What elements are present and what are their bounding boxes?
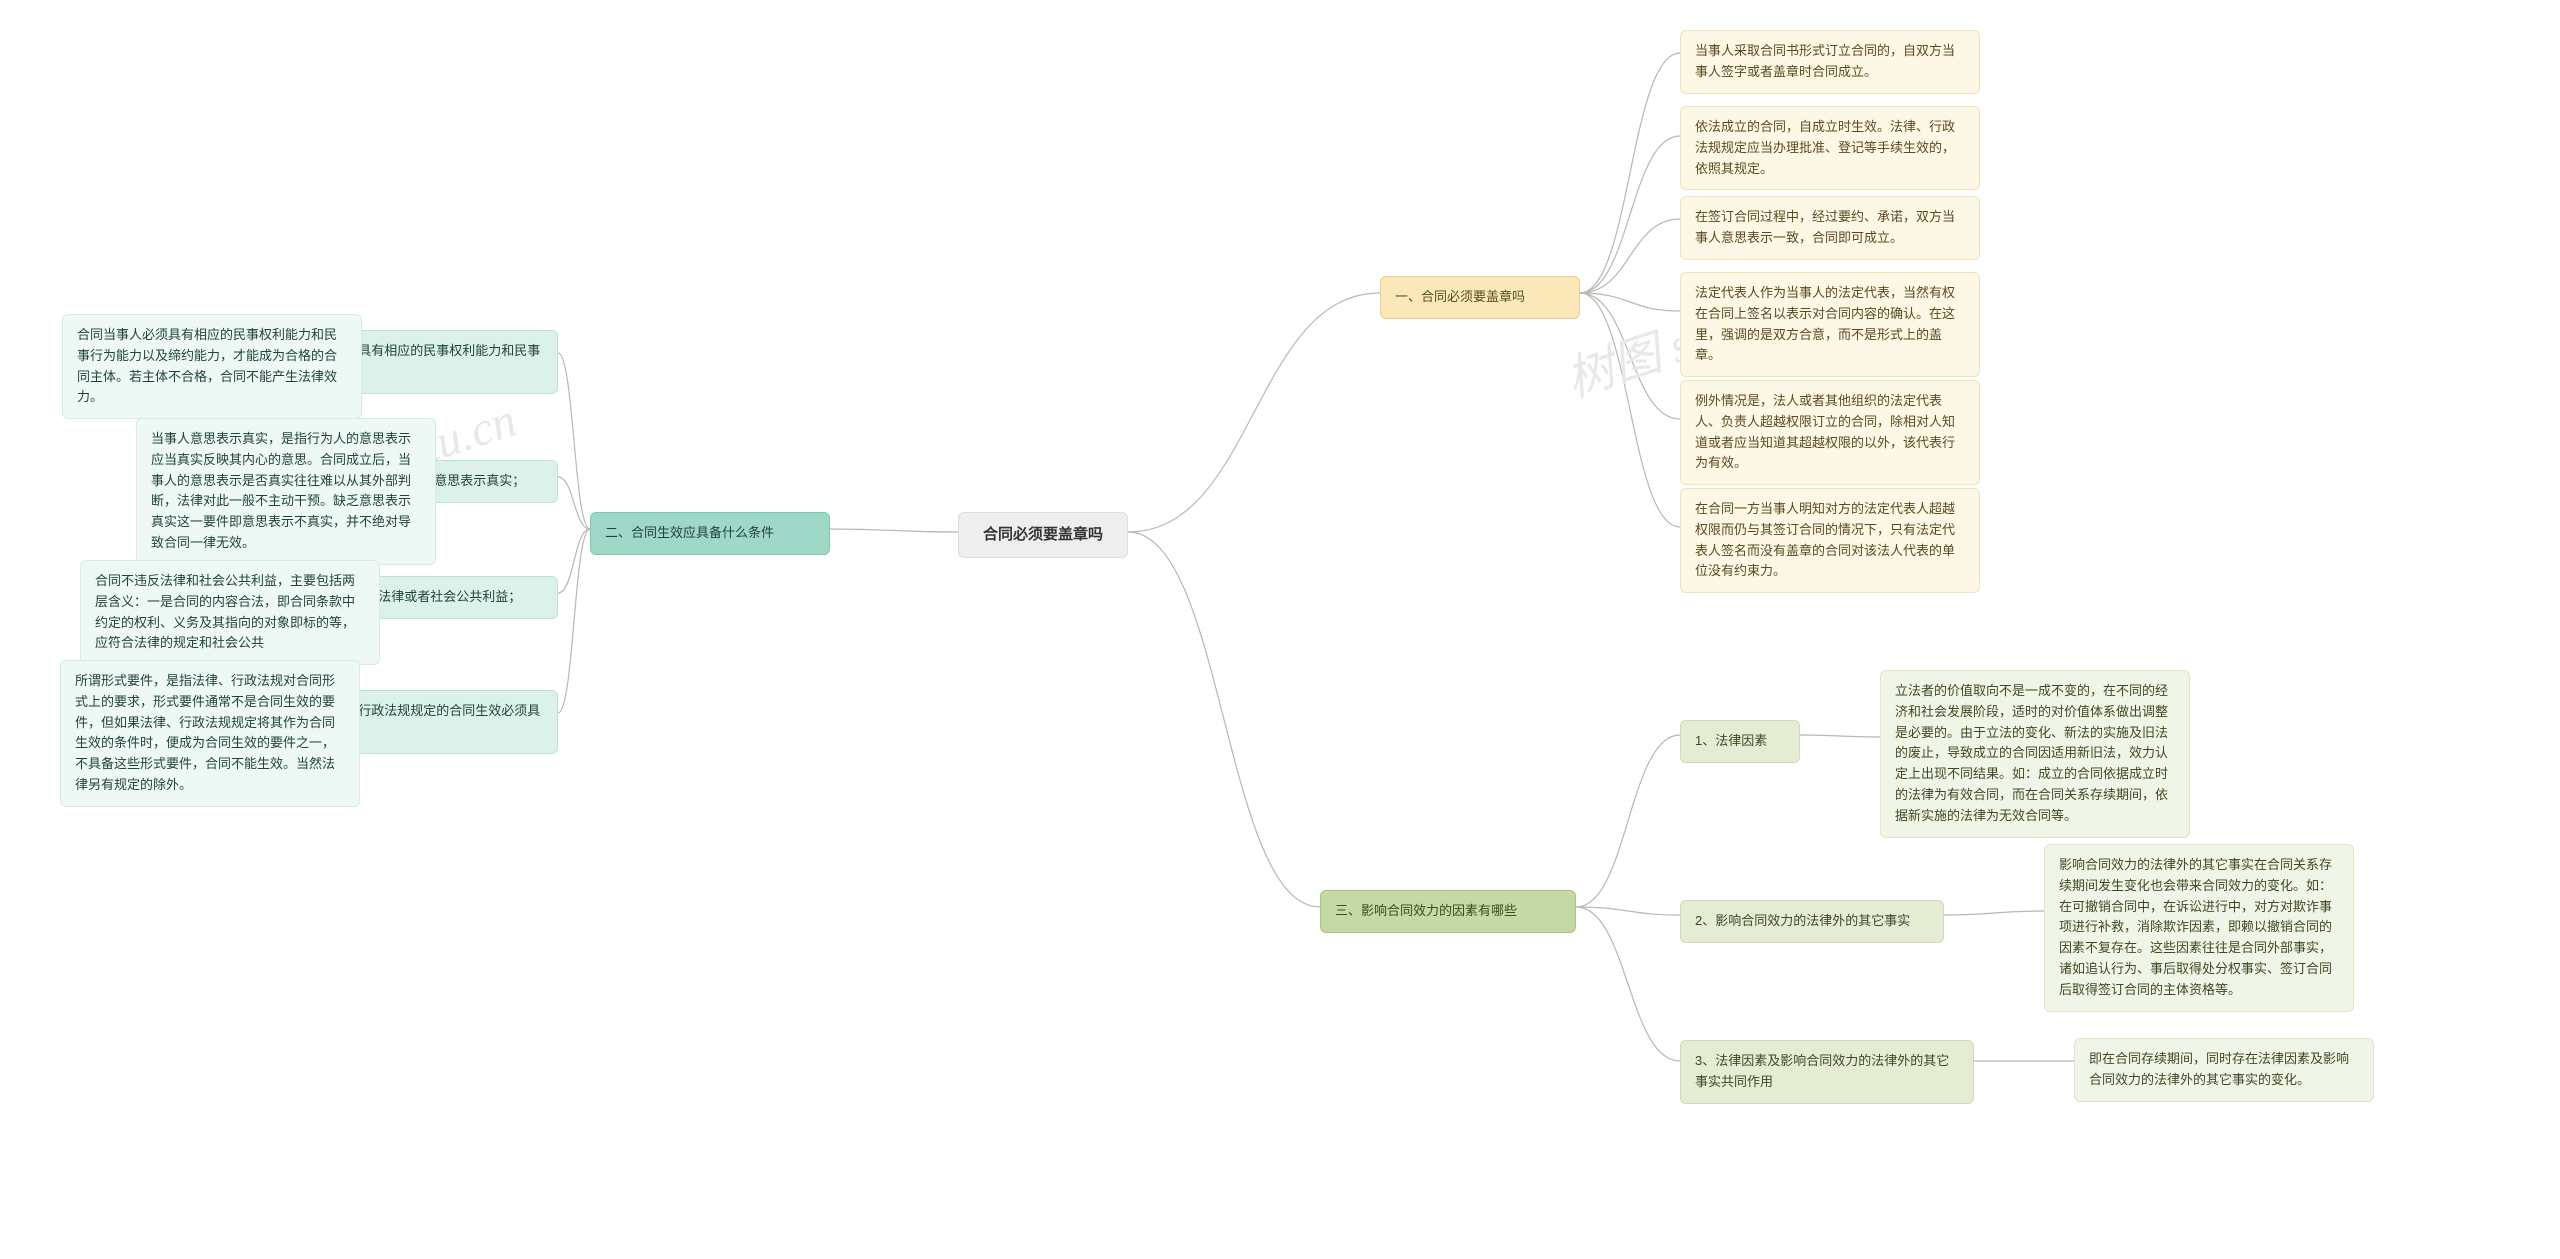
b2: 二、合同生效应具备什么条件: [590, 512, 830, 555]
b1: 一、合同必须要盖章吗: [1380, 276, 1580, 319]
b2c1g: 合同当事人必须具有相应的民事权利能力和民事行为能力以及缔约能力，才能成为合格的合…: [62, 314, 362, 419]
b3: 三、影响合同效力的因素有哪些: [1320, 890, 1576, 933]
b3c2g: 影响合同效力的法律外的其它事实在合同关系存续期间发生变化也会带来合同效力的变化。…: [2044, 844, 2354, 1012]
b1c1: 当事人采取合同书形式订立合同的，自双方当事人签字或者盖章时合同成立。: [1680, 30, 1980, 94]
b2c2g: 当事人意思表示真实，是指行为人的意思表示应当真实反映其内心的意思。合同成立后，当…: [136, 418, 436, 565]
b2c4g: 所谓形式要件，是指法律、行政法规对合同形式上的要求，形式要件通常不是合同生效的要…: [60, 660, 360, 807]
b2c3g: 合同不违反法律和社会公共利益，主要包括两层含义：一是合同的内容合法，即合同条款中…: [80, 560, 380, 665]
c0: 合同必须要盖章吗: [958, 512, 1128, 558]
b1c3: 在签订合同过程中，经过要约、承诺，双方当事人意思表示一致，合同即可成立。: [1680, 196, 1980, 260]
b1c6: 在合同一方当事人明知对方的法定代表人超越权限而仍与其签订合同的情况下，只有法定代…: [1680, 488, 1980, 593]
b3c3: 3、法律因素及影响合同效力的法律外的其它事实共同作用: [1680, 1040, 1974, 1104]
b3c2: 2、影响合同效力的法律外的其它事实: [1680, 900, 1944, 943]
b1c5: 例外情况是，法人或者其他组织的法定代表人、负责人超越权限订立的合同，除相对人知道…: [1680, 380, 1980, 485]
b1c4: 法定代表人作为当事人的法定代表，当然有权在合同上签名以表示对合同内容的确认。在这…: [1680, 272, 1980, 377]
b3c3g: 即在合同存续期间，同时存在法律因素及影响合同效力的法律外的其它事实的变化。: [2074, 1038, 2374, 1102]
b3c1g: 立法者的价值取向不是一成不变的，在不同的经济和社会发展阶段，适时的对价值体系做出…: [1880, 670, 2190, 838]
b1c2: 依法成立的合同，自成立时生效。法律、行政法规规定应当办理批准、登记等手续生效的，…: [1680, 106, 1980, 190]
b3c1: 1、法律因素: [1680, 720, 1800, 763]
